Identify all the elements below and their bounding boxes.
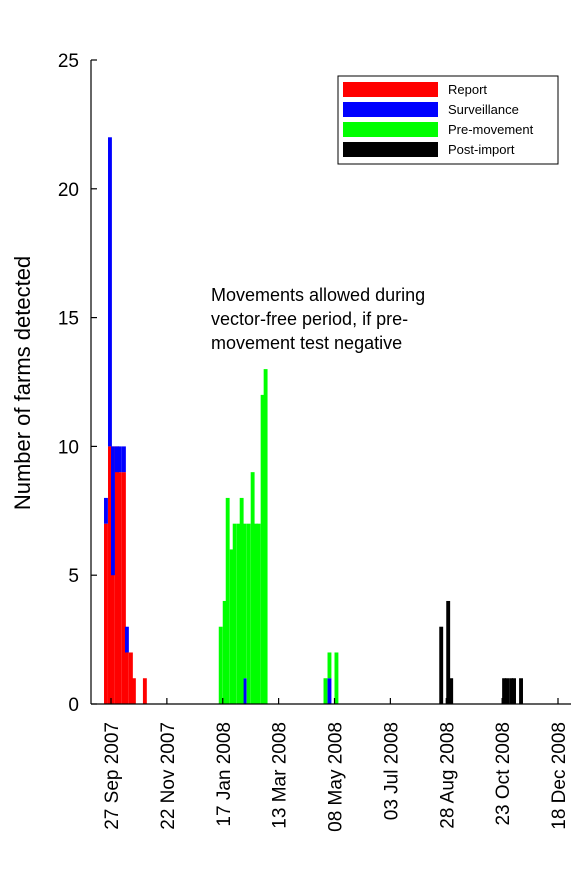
x-tick-label-2: 17 Jan 2008 xyxy=(214,722,235,827)
legend-swatch-1 xyxy=(343,102,438,117)
bar-pre-movement-3 xyxy=(229,549,234,704)
legend-swatch-0 xyxy=(343,82,438,97)
axes-layer: 0 5 10 15 20 25 27 Sep 2007 22 Nov 2007 17 Jan 2… xyxy=(58,51,571,832)
bar-pre-movement-15 xyxy=(327,652,332,679)
y-axis-title: Number of farms detected xyxy=(10,256,35,510)
bar-pre-movement-6 xyxy=(239,497,244,704)
annotation-text: Movements allowed during vector-free per… xyxy=(211,285,430,353)
x-tick-label-5: 03 Jul 2008 xyxy=(381,722,402,820)
bar-report-8 xyxy=(131,678,136,704)
y-tick-label-20: 20 xyxy=(58,180,79,201)
legend: Report Surveillance Pre-movement Post-impor… xyxy=(337,75,559,165)
bar-surveillance-7 xyxy=(242,678,247,704)
bar-pre-movement-2 xyxy=(225,497,230,704)
bars-layer xyxy=(104,137,523,704)
y-tick-label-15: 15 xyxy=(58,309,79,330)
bar-post-import-3 xyxy=(502,678,507,704)
annotation-line-3: movement test negative xyxy=(211,333,402,353)
bar-post-import-7 xyxy=(519,678,523,704)
legend-label-2: Pre-movement xyxy=(448,122,534,137)
bar-surveillance-2 xyxy=(111,446,115,576)
bar-pre-movement-1 xyxy=(222,600,227,704)
bar-pre-movement-11 xyxy=(256,523,261,704)
bar-post-import-2 xyxy=(449,678,454,704)
legend-swatch-2 xyxy=(343,122,438,137)
bar-report-1 xyxy=(108,446,112,704)
bar-report-5 xyxy=(121,472,126,704)
bar-report-7 xyxy=(128,652,133,704)
bar-post-import-5 xyxy=(509,678,513,704)
bar-pre-movement-4 xyxy=(232,523,237,704)
bar-pre-movement-13 xyxy=(263,369,268,704)
y-tick-label-5: 5 xyxy=(68,566,79,587)
x-tick-label-3: 13 Mar 2008 xyxy=(270,722,291,829)
bar-pre-movement-10 xyxy=(253,523,258,704)
x-tick-label-0: 27 Sep 2007 xyxy=(102,722,123,830)
bar-pre-movement-12 xyxy=(260,394,265,704)
y-tick-label-0: 0 xyxy=(68,695,79,716)
bar-post-import-0 xyxy=(439,626,444,704)
bar-post-import-6 xyxy=(512,678,516,704)
bar-report-4 xyxy=(117,472,122,704)
x-tick-label-8: 18 Dec 2008 xyxy=(549,722,570,830)
bar-pre-movement-14 xyxy=(323,678,328,704)
x-tick-label-1: 22 Nov 2007 xyxy=(158,722,179,830)
x-tick-label-6: 28 Aug 2008 xyxy=(437,722,458,829)
annotation-line-1: Movements allowed during xyxy=(211,285,425,305)
bar-report-6 xyxy=(124,652,129,704)
annotation-line-2: vector-free period, if pre- xyxy=(211,309,408,329)
bar-pre-movement-5 xyxy=(236,523,241,704)
bar-surveillance-6 xyxy=(124,626,129,653)
y-tick-label-25: 25 xyxy=(58,51,79,72)
x-tick-label-4: 08 May 2008 xyxy=(326,722,347,832)
bar-surveillance-4 xyxy=(117,446,122,473)
bar-post-import-4 xyxy=(505,678,510,704)
bar-pre-movement-0 xyxy=(218,626,223,704)
bar-report-9 xyxy=(142,678,147,704)
bar-surveillance-3 xyxy=(114,446,119,473)
bar-surveillance-8 xyxy=(327,678,332,704)
bar-pre-movement-9 xyxy=(250,472,255,704)
bar-surveillance-0 xyxy=(104,497,108,524)
bar-post-import-1 xyxy=(446,600,451,704)
legend-label-3: Post-import xyxy=(448,142,515,157)
legend-swatch-3 xyxy=(343,142,438,157)
y-tick-label-10: 10 xyxy=(58,437,79,458)
bar-report-3 xyxy=(114,446,119,704)
bar-report-0 xyxy=(104,523,108,704)
bar-pre-movement-8 xyxy=(246,523,251,704)
x-tick-label-7: 23 Oct 2008 xyxy=(493,722,514,826)
legend-label-1: Surveillance xyxy=(448,102,519,117)
legend-label-0: Report xyxy=(448,82,487,97)
bar-surveillance-5 xyxy=(121,446,126,473)
bar-pre-movement-7 xyxy=(242,523,247,679)
bar-surveillance-1 xyxy=(108,137,112,447)
bar-pre-movement-17 xyxy=(334,652,339,704)
